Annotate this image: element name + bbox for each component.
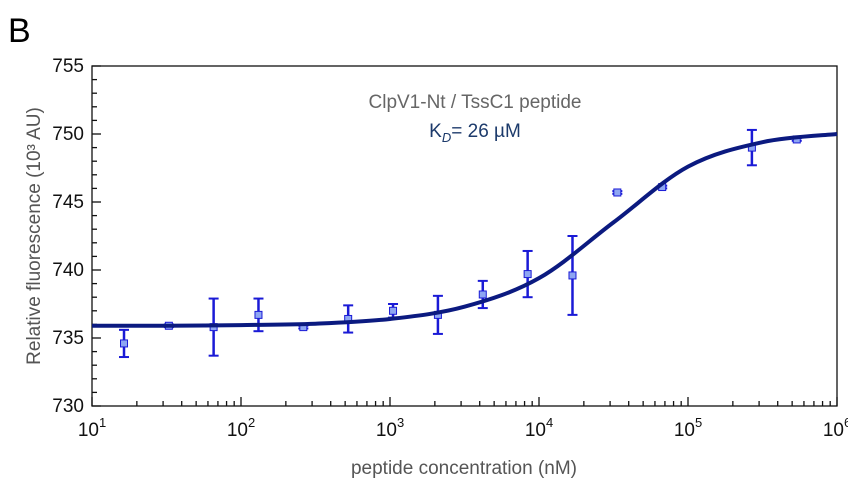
y-axis-label: Relative fluorescence (10³ AU) [24,107,45,365]
fit-curve [91,132,838,328]
x-axis-label: peptide concentration (nM) [351,458,577,479]
kd-rest: = 26 µM [451,121,521,142]
x-tick-exponent: 3 [397,415,404,430]
x-tick-label: 101 [78,415,106,441]
y-tick-label: 755 [52,56,84,77]
kd-label: KD= 26 µM [429,121,521,145]
y-tick-label: 735 [52,328,84,349]
x-tick-base: 10 [674,420,695,441]
x-tick-exponent: 2 [248,415,255,430]
x-tick-label: 103 [376,415,404,441]
data-point [254,310,263,319]
y-tick-label: 750 [52,124,84,145]
kd-main: K [429,121,442,142]
x-tick-base: 10 [376,420,397,441]
y-tick-label: 745 [52,192,84,213]
y-tick-label: 730 [52,396,84,417]
data-point [478,290,487,299]
x-tick-base: 10 [525,420,546,441]
data-point [120,339,129,348]
annotation: ClpV1-Nt / TssC1 peptide [369,92,582,113]
data-point [568,271,577,280]
x-tick-exponent: 4 [546,415,553,430]
x-tick-label: 104 [525,415,553,441]
y-tick-label: 740 [52,260,84,281]
x-tick-label: 106 [823,415,848,441]
x-tick-base: 10 [823,420,844,441]
panel-label: B [8,12,31,50]
data-point [389,306,398,315]
x-tick-exponent: 5 [695,415,702,430]
x-tick-exponent: 1 [99,415,106,430]
x-tick-label: 105 [674,415,702,441]
plot-frame [91,65,838,407]
data-point [523,270,532,279]
kd-sub: D [442,130,451,145]
x-tick-base: 10 [78,420,99,441]
x-tick-label: 102 [227,415,255,441]
x-tick-base: 10 [227,420,248,441]
x-tick-exponent: 6 [844,415,848,430]
data-point [613,188,622,197]
